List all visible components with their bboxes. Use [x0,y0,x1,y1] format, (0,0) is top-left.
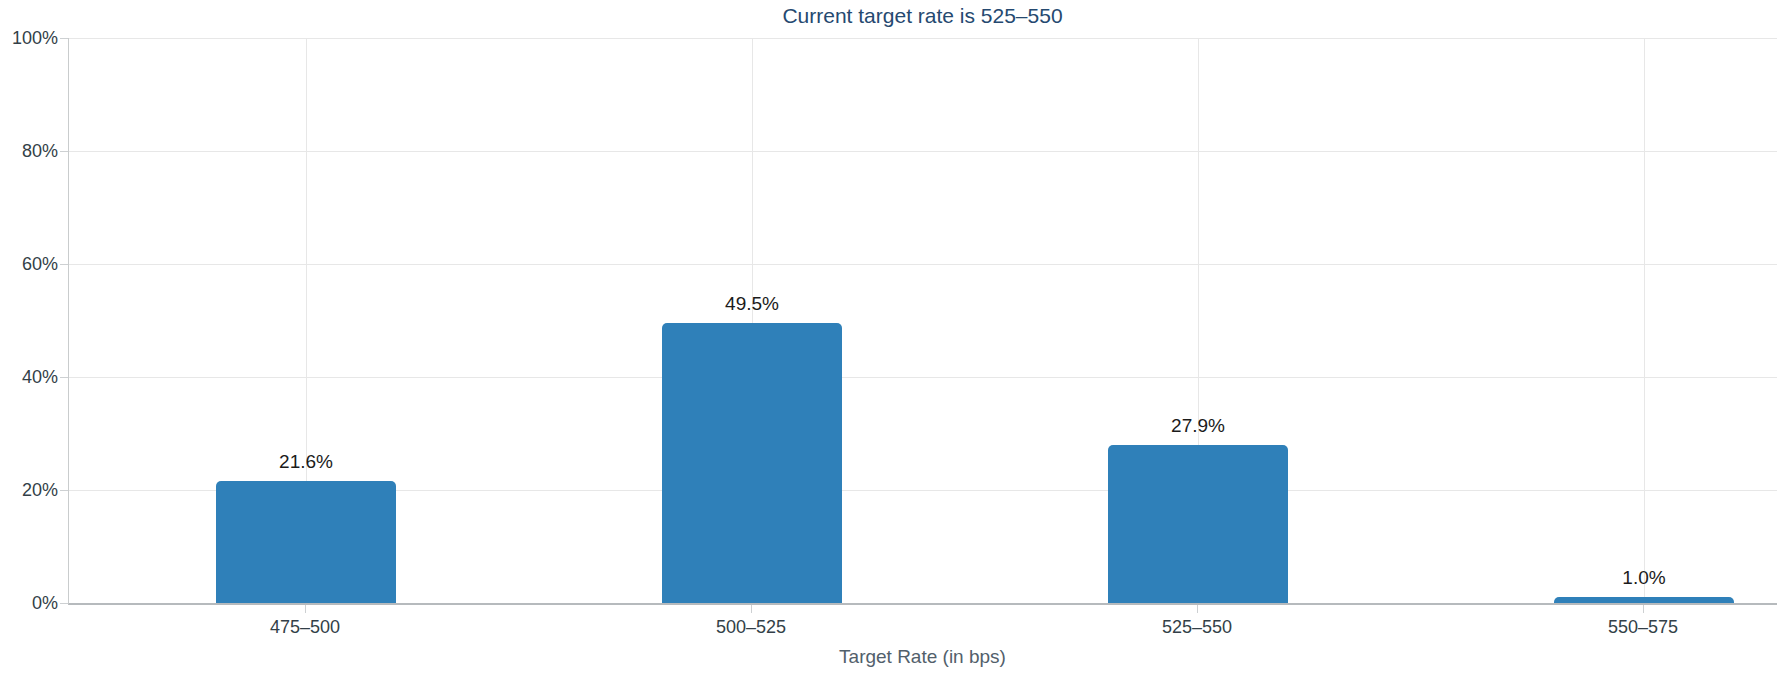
y-axis-tick [60,151,68,152]
bar-value-label: 1.0% [1554,567,1734,589]
x-tick-label: 475–500 [195,617,415,638]
x-tick-label: 550–575 [1533,617,1753,638]
vertical-gridline [1644,38,1645,603]
y-tick-label: 40% [0,367,58,388]
x-axis-tick [305,605,306,613]
probability-bar-550-575[interactable] [1554,597,1734,603]
x-axis-tick [1197,605,1198,613]
horizontal-gridline [69,38,1777,39]
chart-title: Current target rate is 525–550 [68,4,1777,28]
y-tick-label: 80% [0,141,58,162]
probability-bar-475-500[interactable] [216,481,396,603]
y-tick-label: 0% [0,593,58,614]
x-tick-label: 525–550 [1087,617,1307,638]
bar-value-label: 49.5% [662,293,842,315]
fedwatch-probability-chart: Current target rate is 525–550 21.6% 49.5… [0,0,1777,678]
probability-bar-525-550[interactable] [1108,445,1288,603]
probability-bar-500-525[interactable] [662,323,842,603]
y-axis-tick [60,377,68,378]
y-axis-tick [60,603,68,604]
y-tick-label: 100% [0,28,58,49]
y-axis-tick [60,38,68,39]
x-axis-tick [1643,605,1644,613]
plot-area: 21.6% 49.5% 27.9% 1.0% [68,38,1777,605]
horizontal-gridline [69,264,1777,265]
horizontal-gridline [69,377,1777,378]
y-axis-tick [60,264,68,265]
x-axis-tick [751,605,752,613]
y-tick-label: 60% [0,254,58,275]
x-axis-title: Target Rate (in bps) [68,646,1777,668]
bar-value-label: 27.9% [1108,415,1288,437]
bar-value-label: 21.6% [216,451,396,473]
horizontal-gridline [69,151,1777,152]
y-tick-label: 20% [0,480,58,501]
y-axis-tick [60,490,68,491]
x-tick-label: 500–525 [641,617,861,638]
